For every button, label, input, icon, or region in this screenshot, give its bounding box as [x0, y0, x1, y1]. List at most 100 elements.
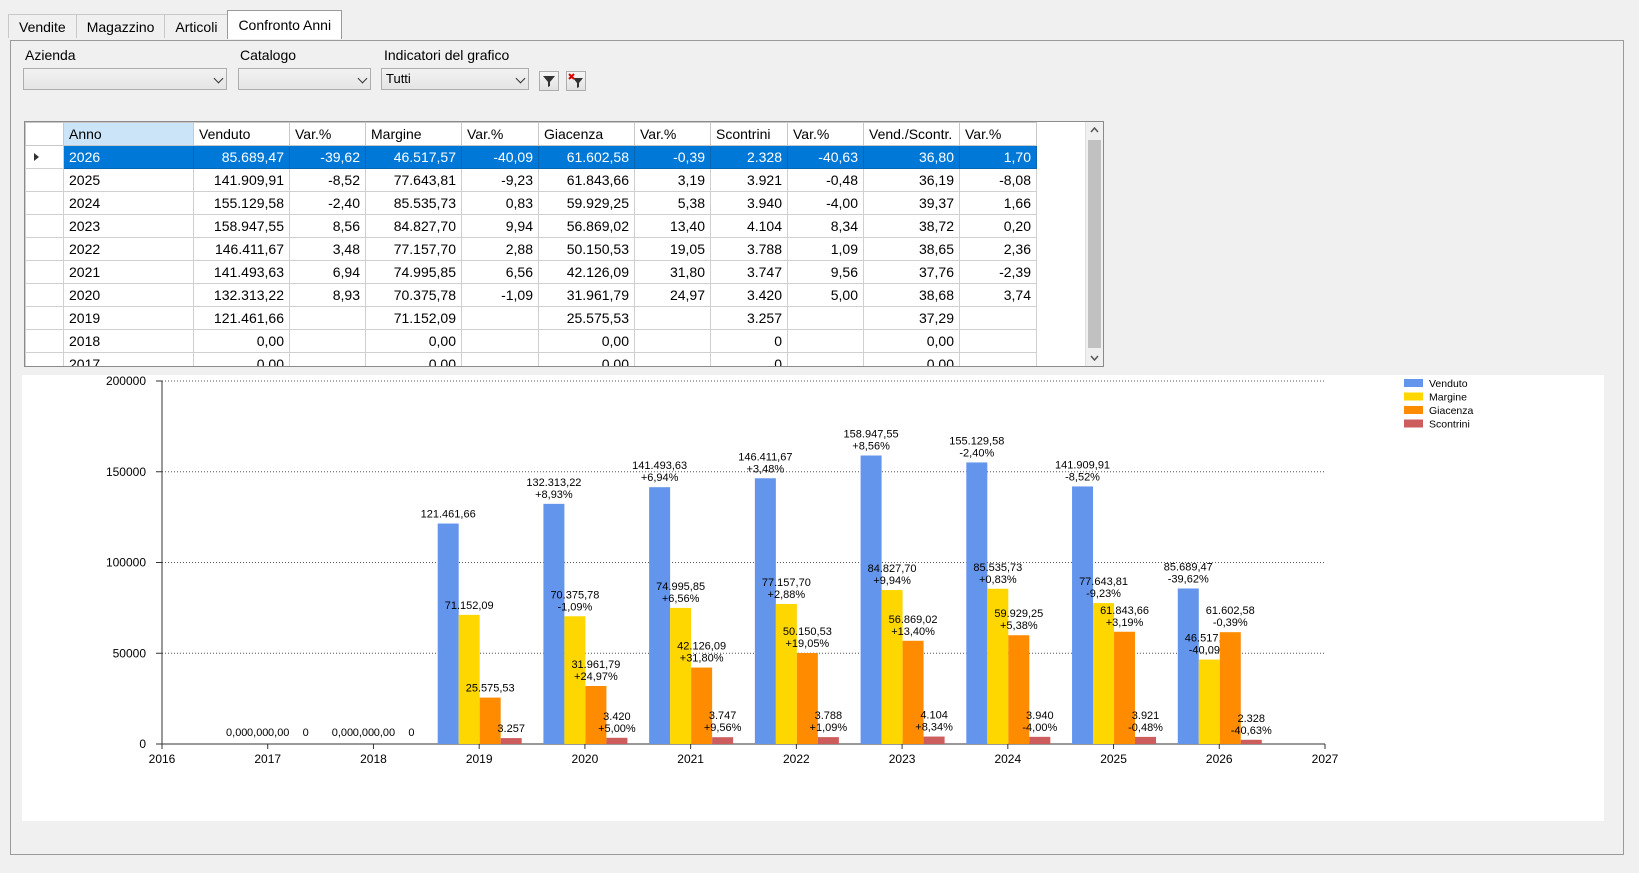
table-cell[interactable]: 2017 [63, 352, 194, 366]
table-cell[interactable]: 2022 [63, 237, 194, 261]
row-header[interactable] [25, 214, 64, 238]
table-cell[interactable]: 71.152,09 [365, 306, 462, 330]
column-header[interactable]: Vend./Scontr. [863, 122, 960, 146]
table-cell[interactable]: 38,72 [863, 214, 960, 238]
table-cell[interactable]: 5,00 [787, 283, 864, 307]
table-cell[interactable]: 85.689,47 [193, 145, 290, 169]
table-cell[interactable]: 0,20 [959, 214, 1037, 238]
table-cell[interactable] [461, 329, 539, 353]
row-header[interactable] [25, 283, 64, 307]
column-header[interactable]: Var.% [959, 122, 1037, 146]
table-cell[interactable] [289, 329, 366, 353]
column-header[interactable]: Var.% [634, 122, 711, 146]
table-cell[interactable]: 84.827,70 [365, 214, 462, 238]
table-cell[interactable]: 61.602,58 [538, 145, 635, 169]
table-row[interactable]: 2023 158.947,55 8,56 84.827,70 9,94 56.869,02… [25, 214, 1037, 238]
table-cell[interactable]: 2018 [63, 329, 194, 353]
table-cell[interactable]: 141.493,63 [193, 260, 290, 284]
table-cell[interactable]: -1,09 [461, 283, 539, 307]
table-cell[interactable]: -40,63 [787, 145, 864, 169]
table-cell[interactable]: -39,62 [289, 145, 366, 169]
table-cell[interactable]: 39,37 [863, 191, 960, 215]
table-row[interactable]: 2017 0,00 0,00 0,00 0 0,00 [25, 352, 1037, 366]
table-cell[interactable]: 2025 [63, 168, 194, 192]
table-row[interactable]: 2019 121.461,66 71.152,09 25.575,53 3.257 37,… [25, 306, 1037, 330]
table-cell[interactable]: 70.375,78 [365, 283, 462, 307]
table-cell[interactable]: 36,80 [863, 145, 960, 169]
table-cell[interactable]: 3,19 [634, 168, 711, 192]
row-header[interactable] [25, 329, 64, 353]
table-cell[interactable] [959, 306, 1037, 330]
table-cell[interactable]: 77.643,81 [365, 168, 462, 192]
table-cell[interactable]: 0,00 [193, 352, 290, 366]
grid-vertical-scrollbar[interactable] [1085, 122, 1103, 366]
table-cell[interactable]: 2019 [63, 306, 194, 330]
table-cell[interactable]: 6,94 [289, 260, 366, 284]
table-cell[interactable]: 2020 [63, 283, 194, 307]
table-cell[interactable]: 0,00 [538, 352, 635, 366]
table-row[interactable]: 2021 141.493,63 6,94 74.995,85 6,56 42.126,09… [25, 260, 1037, 284]
table-cell[interactable] [461, 306, 539, 330]
table-cell[interactable]: 3.747 [710, 260, 788, 284]
table-cell[interactable]: 31,80 [634, 260, 711, 284]
table-cell[interactable]: 37,29 [863, 306, 960, 330]
table-cell[interactable] [634, 329, 711, 353]
table-row[interactable]: 2024 155.129,58 -2,40 85.535,73 0,83 59.929,2… [25, 191, 1037, 215]
column-header[interactable]: Var.% [289, 122, 366, 146]
table-cell[interactable]: 2,36 [959, 237, 1037, 261]
table-cell[interactable]: 50.150,53 [538, 237, 635, 261]
table-cell[interactable]: 2023 [63, 214, 194, 238]
table-cell[interactable]: 1,66 [959, 191, 1037, 215]
table-cell[interactable]: 25.575,53 [538, 306, 635, 330]
table-cell[interactable]: 0 [710, 352, 788, 366]
table-cell[interactable]: -0,39 [634, 145, 711, 169]
table-cell[interactable]: 77.157,70 [365, 237, 462, 261]
table-cell[interactable] [289, 352, 366, 366]
table-cell[interactable]: 132.313,22 [193, 283, 290, 307]
table-cell[interactable]: -2,40 [289, 191, 366, 215]
table-cell[interactable]: 3,48 [289, 237, 366, 261]
table-cell[interactable]: 56.869,02 [538, 214, 635, 238]
scroll-up-icon[interactable] [1086, 122, 1103, 139]
table-cell[interactable]: 37,76 [863, 260, 960, 284]
table-row[interactable]: 2025 141.909,91 -8,52 77.643,81 -9,23 61.843,… [25, 168, 1037, 192]
column-header[interactable]: Anno [63, 122, 194, 146]
table-cell[interactable]: 3.940 [710, 191, 788, 215]
clear-filter-button[interactable] [566, 71, 586, 91]
table-row[interactable]: 2020 132.313,22 8,93 70.375,78 -1,09 31.961,7… [25, 283, 1037, 307]
tab-articoli[interactable]: Articoli [164, 14, 229, 38]
table-cell[interactable]: 146.411,67 [193, 237, 290, 261]
table-cell[interactable]: 31.961,79 [538, 283, 635, 307]
table-cell[interactable]: 9,94 [461, 214, 539, 238]
row-header[interactable] [25, 306, 64, 330]
table-cell[interactable]: 0,00 [365, 352, 462, 366]
table-cell[interactable]: 3.788 [710, 237, 788, 261]
table-cell[interactable]: 5,38 [634, 191, 711, 215]
column-header[interactable]: Var.% [787, 122, 864, 146]
column-header[interactable]: Scontrini [710, 122, 788, 146]
table-cell[interactable]: 4.104 [710, 214, 788, 238]
table-cell[interactable]: 46.517,57 [365, 145, 462, 169]
table-cell[interactable] [634, 306, 711, 330]
row-header[interactable] [25, 260, 64, 284]
table-cell[interactable]: 85.535,73 [365, 191, 462, 215]
table-cell[interactable]: 59.929,25 [538, 191, 635, 215]
row-header[interactable] [25, 237, 64, 261]
table-cell[interactable]: -4,00 [787, 191, 864, 215]
table-row[interactable]: 2018 0,00 0,00 0,00 0 0,00 [25, 329, 1037, 353]
table-cell[interactable]: 0,00 [193, 329, 290, 353]
column-header[interactable]: Var.% [461, 122, 539, 146]
table-cell[interactable]: 0,00 [365, 329, 462, 353]
table-cell[interactable]: 0 [710, 329, 788, 353]
table-cell[interactable] [289, 306, 366, 330]
table-cell[interactable]: 121.461,66 [193, 306, 290, 330]
table-cell[interactable]: 3.420 [710, 283, 788, 307]
table-cell[interactable]: -9,23 [461, 168, 539, 192]
table-cell[interactable]: 36,19 [863, 168, 960, 192]
table-cell[interactable]: 38,65 [863, 237, 960, 261]
table-cell[interactable]: 8,34 [787, 214, 864, 238]
table-cell[interactable]: 42.126,09 [538, 260, 635, 284]
tab-confronto-anni[interactable]: Confronto Anni [227, 10, 343, 39]
table-cell[interactable]: 8,93 [289, 283, 366, 307]
row-header[interactable] [25, 352, 64, 366]
